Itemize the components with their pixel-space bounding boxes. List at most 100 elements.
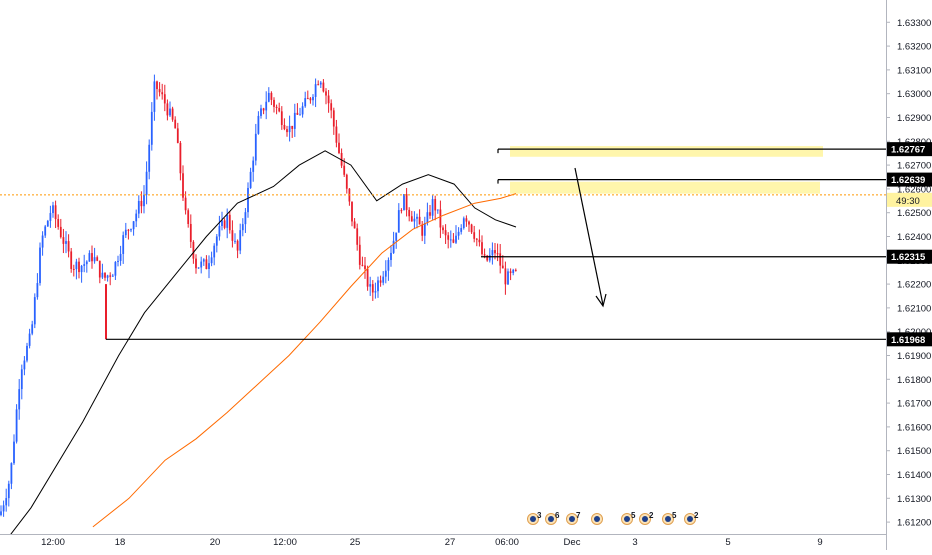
- candle-body: [101, 272, 104, 278]
- candle-body: [275, 106, 278, 108]
- candle-body: [280, 111, 283, 125]
- time-axis-bg: [0, 534, 886, 550]
- time-tick-label: 18: [115, 537, 126, 548]
- ma-line-black: [0, 150, 517, 549]
- candle-body: [218, 226, 221, 237]
- candle-body: [475, 238, 478, 240]
- candle-body: [351, 201, 353, 222]
- candle-body: [494, 250, 496, 254]
- event-count: 5: [672, 511, 677, 520]
- candle-body: [481, 242, 483, 255]
- candle-body: [205, 259, 208, 270]
- event-count: 2: [649, 511, 654, 520]
- candle-body: [83, 264, 86, 266]
- candle-body: [265, 101, 268, 111]
- candle-body: [423, 222, 426, 236]
- event-flag-icon-inner: [687, 516, 693, 522]
- candle-body: [88, 253, 91, 262]
- candle-body: [434, 199, 437, 211]
- candle-body: [444, 230, 447, 236]
- candle-body: [468, 221, 470, 225]
- candle-body: [208, 263, 210, 270]
- candle-body: [189, 223, 192, 242]
- candle-body: [140, 200, 143, 207]
- current-price-label-bg: [887, 192, 932, 207]
- level-label-bg: [887, 142, 932, 157]
- candle-body: [179, 142, 182, 174]
- candle-body: [0, 511, 2, 515]
- price-tick-label: 1.62600: [897, 184, 931, 195]
- candle-body: [215, 236, 218, 246]
- candle-body: [488, 255, 491, 261]
- candle-body: [319, 82, 322, 85]
- candle-body: [514, 269, 517, 271]
- candle-body: [501, 265, 504, 269]
- levels-layer: [0, 148, 886, 340]
- candle-body: [301, 106, 304, 115]
- candle-body: [156, 81, 158, 90]
- candle-body: [504, 268, 507, 285]
- time-axis[interactable]: 12:00 18 20 12:00 25 27 06:00 Dec 3 5 9: [0, 534, 886, 550]
- candle-body: [228, 214, 231, 231]
- candle-body: [200, 261, 203, 268]
- candle-body: [247, 187, 249, 213]
- level-label: 1.61968: [891, 335, 925, 346]
- candle-body: [91, 253, 93, 262]
- candle-body: [270, 92, 273, 100]
- candle-body: [356, 228, 359, 245]
- events-layer: 3 6 7 5 2 5 2: [527, 511, 699, 525]
- candle-body: [418, 216, 421, 225]
- candle-body: [288, 125, 291, 133]
- projection-arrow: [574, 167, 607, 308]
- candle-body: [455, 235, 457, 243]
- candle-body: [361, 264, 364, 266]
- candle-body: [327, 95, 330, 104]
- candles-layer: [0, 74, 517, 517]
- candle-body: [41, 235, 44, 248]
- candle-body: [46, 220, 49, 227]
- candle-body: [509, 271, 512, 273]
- candle-body: [358, 244, 361, 265]
- candle-body: [304, 98, 307, 107]
- candle-body: [2, 505, 5, 512]
- candle-body: [18, 389, 21, 410]
- price-tick-label: 1.63200: [897, 42, 931, 53]
- candle-body: [322, 82, 325, 92]
- candle-body: [13, 441, 15, 464]
- candle-body: [93, 257, 96, 262]
- candle-body: [52, 205, 54, 214]
- time-tick-label: 27: [445, 537, 456, 548]
- event-flag-icon-inner: [624, 516, 630, 522]
- candle-body: [421, 224, 424, 236]
- candle-body: [309, 98, 312, 101]
- candle-body: [312, 96, 314, 101]
- candle-body: [130, 229, 132, 231]
- candle-body: [143, 194, 145, 207]
- candle-body: [335, 126, 338, 143]
- price-axis[interactable]: 1.633001.632001.631001.630001.629001.628…: [886, 0, 932, 550]
- candle-body: [161, 92, 164, 95]
- level-label-bg: [887, 332, 932, 347]
- time-tick-label: 9: [817, 537, 822, 548]
- candle-body: [249, 171, 252, 188]
- candle-body: [174, 119, 177, 129]
- candle-body: [171, 108, 174, 120]
- candle-body: [278, 107, 281, 112]
- candle-body: [442, 227, 444, 231]
- candle-body: [395, 232, 398, 241]
- candle-body: [153, 81, 156, 112]
- candle-body: [57, 219, 60, 227]
- candle-body: [137, 200, 140, 214]
- event-flag-icon-inner: [594, 516, 600, 522]
- candle-body: [20, 369, 23, 390]
- candle-body: [384, 270, 387, 277]
- candle-body: [23, 360, 26, 370]
- candle-body: [184, 197, 187, 211]
- candle-body: [429, 212, 431, 216]
- candle-body: [124, 229, 127, 236]
- candle-body: [202, 259, 205, 262]
- price-tick-label: 1.61300: [897, 494, 931, 505]
- candle-body: [213, 245, 216, 258]
